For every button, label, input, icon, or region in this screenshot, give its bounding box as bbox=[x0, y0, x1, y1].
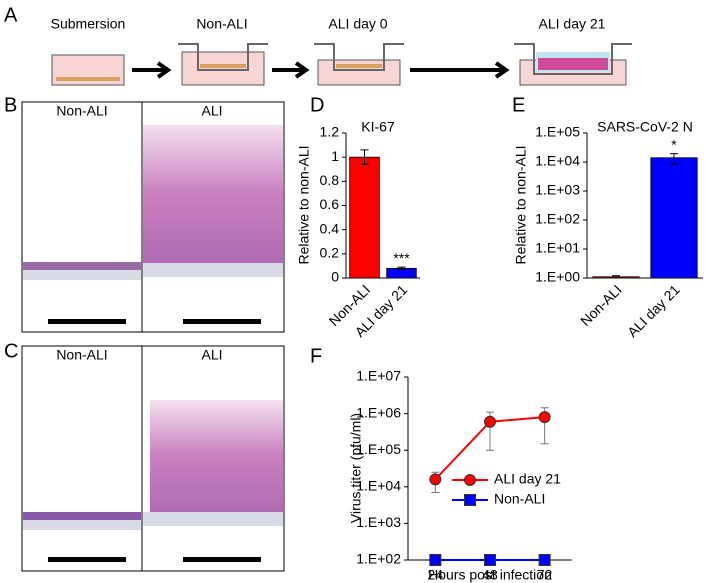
step-label: ALI day 0 bbox=[328, 16, 387, 32]
y-axis-label: Virus titer (pfu/ml) bbox=[348, 413, 364, 523]
panel-label: B bbox=[4, 94, 17, 116]
y-tick-label: 1.E+05 bbox=[356, 441, 401, 457]
y-tick-label: 0 bbox=[331, 269, 339, 285]
histology-panel: Non-ALI ALI bbox=[21, 345, 285, 572]
panel-label: F bbox=[310, 345, 322, 367]
y-tick-label: 1.E+01 bbox=[535, 240, 580, 256]
legend-marker bbox=[464, 494, 476, 506]
marker bbox=[429, 473, 442, 486]
y-tick-label: 0.8 bbox=[320, 172, 340, 188]
step-label: ALI day 21 bbox=[539, 16, 606, 32]
image-label: ALI bbox=[201, 103, 222, 119]
tissue bbox=[150, 400, 283, 512]
arrow bbox=[410, 61, 510, 79]
scale-bar bbox=[48, 557, 126, 562]
cells bbox=[336, 64, 382, 68]
y-tick-label: 1.E+06 bbox=[356, 404, 401, 420]
y-tick-label: 1.E+03 bbox=[535, 182, 580, 198]
marker bbox=[538, 554, 551, 566]
scale-bar bbox=[48, 319, 126, 324]
y-tick-label: 1.E+00 bbox=[535, 269, 580, 285]
y-tick-label: 1.E+02 bbox=[356, 551, 401, 567]
legend-label: ALI day 21 bbox=[494, 471, 561, 487]
cell-layer bbox=[23, 512, 141, 520]
histology-panel: Non-ALI ALI bbox=[21, 101, 285, 333]
membrane bbox=[143, 263, 283, 277]
y-tick-label: 1 bbox=[331, 148, 339, 164]
well bbox=[181, 51, 265, 86]
x-tick-label: 48 bbox=[482, 567, 498, 583]
error-bar bbox=[360, 149, 369, 165]
diagram: Submersion Non-ALI ALI day 0 ALI day 21 bbox=[51, 16, 632, 86]
y-tick-label: 1.E+05 bbox=[535, 124, 580, 140]
legend-label: Non-ALI bbox=[494, 491, 545, 507]
scale-bar bbox=[183, 319, 261, 324]
y-tick-label: 1.E+07 bbox=[356, 368, 401, 384]
bar bbox=[349, 156, 380, 279]
y-tick-label: 0.6 bbox=[320, 196, 340, 212]
legend-marker bbox=[464, 474, 476, 486]
cells bbox=[538, 58, 608, 70]
y-tick-label: 0.4 bbox=[320, 220, 340, 236]
y-tick-label: 1.E+04 bbox=[535, 153, 580, 169]
marker bbox=[429, 554, 442, 566]
image-label: Non-ALI bbox=[56, 103, 107, 119]
membrane bbox=[23, 270, 141, 280]
y-axis-label: Relative to non-ALI bbox=[296, 145, 312, 264]
chart-title: KI-67 bbox=[361, 119, 395, 135]
y-tick-label: 1.E+02 bbox=[535, 211, 580, 227]
marker bbox=[484, 415, 496, 428]
y-tick-label: 1.E+03 bbox=[356, 514, 401, 530]
membrane bbox=[23, 520, 141, 530]
scale-bar bbox=[183, 557, 261, 562]
insert bbox=[314, 43, 404, 71]
panel-label: E bbox=[512, 94, 525, 116]
marker bbox=[484, 554, 496, 566]
error-bar bbox=[397, 266, 406, 271]
x-tick-label: ALI day 21 bbox=[624, 281, 683, 340]
step-label: Submersion bbox=[51, 16, 126, 32]
marker bbox=[538, 411, 551, 424]
x-axis-label: Hours post infection bbox=[428, 567, 552, 583]
membrane bbox=[143, 512, 283, 526]
y-axis-label: Relative to non-ALI bbox=[513, 145, 529, 264]
panel-label: C bbox=[4, 340, 18, 362]
x-tick-label: 72 bbox=[537, 567, 553, 583]
y-tick-label: 0.2 bbox=[320, 245, 340, 261]
y-tick-label: 1.E+04 bbox=[356, 478, 401, 494]
panel-label: D bbox=[310, 94, 324, 116]
x-tick-label: Non-ALI bbox=[577, 281, 625, 329]
annotation: *** bbox=[393, 250, 410, 266]
panel-label: A bbox=[4, 4, 18, 26]
image-label: ALI bbox=[201, 347, 222, 363]
error-bar bbox=[670, 153, 678, 165]
annotation: * bbox=[671, 136, 677, 152]
well bbox=[317, 59, 401, 86]
image-label: Non-ALI bbox=[56, 347, 107, 363]
insert bbox=[514, 43, 632, 75]
chart-title: SARS-CoV-2 N bbox=[597, 119, 693, 135]
y-tick-label: 1.2 bbox=[320, 124, 340, 140]
arrow bbox=[132, 61, 172, 79]
arrow bbox=[272, 61, 310, 79]
tissue bbox=[143, 125, 283, 263]
cells bbox=[200, 64, 246, 68]
step-label: Non-ALI bbox=[196, 16, 247, 32]
cell-layer bbox=[23, 262, 141, 270]
cells bbox=[56, 77, 120, 81]
error-bar bbox=[612, 275, 620, 279]
insert bbox=[178, 43, 268, 71]
bar bbox=[650, 157, 698, 279]
x-tick-label: 24 bbox=[428, 567, 444, 583]
